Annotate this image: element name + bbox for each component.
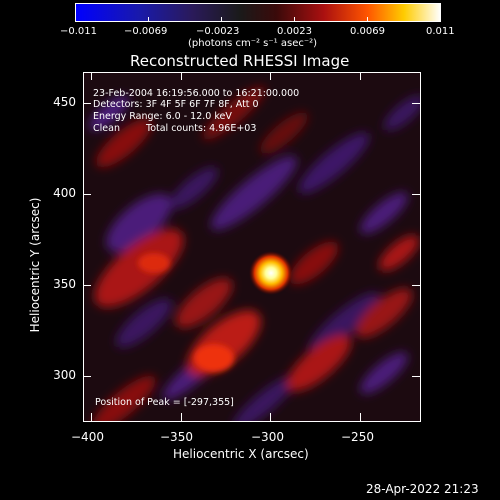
x-axis-label: Heliocentric X (arcsec) (173, 447, 309, 461)
annotation-time-range: 23-Feb-2004 16:19:56.000 to 16:21:00.000 (93, 88, 300, 99)
y-tick-label: 350 (53, 277, 76, 291)
colorbar-tick: −0.0069 (124, 26, 168, 37)
x-tick-label: −250 (341, 430, 374, 444)
x-tick-label: −300 (251, 430, 284, 444)
annotation-detectors: Detectors: 3F 4F 5F 6F 7F 8F, Att 0 (93, 99, 259, 110)
colorbar-tick: 0.0023 (277, 26, 312, 37)
y-tick-label: 450 (53, 95, 76, 109)
y-tick-label: 400 (53, 186, 76, 200)
colorbar (75, 3, 441, 22)
y-tick-label: 300 (53, 368, 76, 382)
rhessi-image (84, 73, 420, 421)
y-axis-label: Heliocentric Y (arcsec) (28, 197, 42, 333)
colorbar-tick: −0.011 (60, 26, 98, 37)
annotation-peak: Position of Peak = [-297,355] (95, 397, 234, 408)
x-tick-label: −400 (71, 430, 104, 444)
x-tick-label: −350 (160, 430, 193, 444)
footer-date: 28-Apr-2022 21:23 (366, 482, 479, 496)
colorbar-tick: 0.0069 (350, 26, 385, 37)
peak-source (249, 251, 293, 295)
plot-frame (83, 72, 421, 422)
colorbar-tick: −0.0023 (196, 26, 240, 37)
annotation-energy: Energy Range: 6.0 - 12.0 keV (93, 111, 232, 122)
plot-title: Reconstructed RHESSI Image (130, 52, 350, 70)
colorbar-tick: 0.011 (426, 26, 455, 37)
colorbar-units: (photons cm⁻² s⁻¹ asec⁻²) (188, 38, 318, 49)
annotation-method: Clean (93, 123, 120, 134)
annotation-counts: Total counts: 4.96E+03 (146, 123, 257, 134)
